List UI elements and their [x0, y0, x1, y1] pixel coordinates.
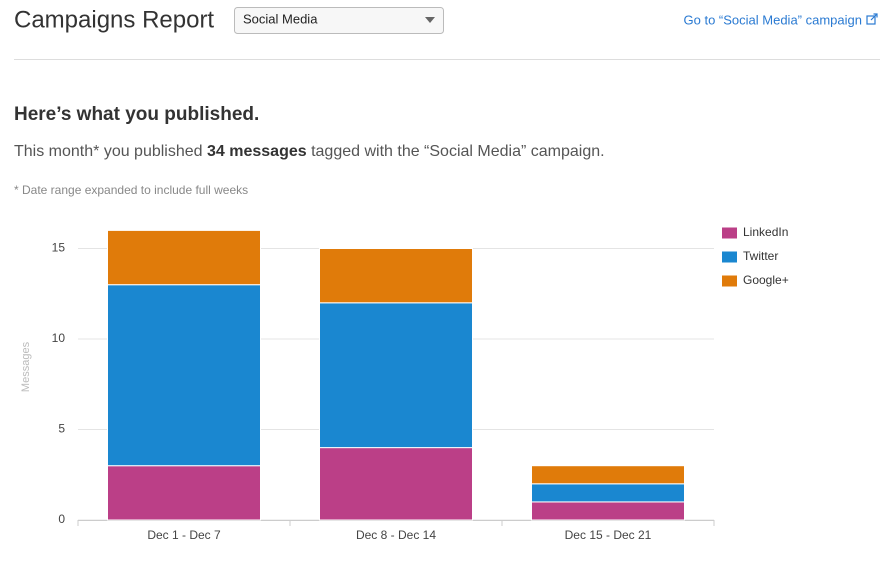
bar-segment — [107, 465, 261, 521]
y-tick-label: 5 — [58, 422, 65, 436]
x-tick-label: Dec 1 - Dec 7 — [147, 528, 221, 542]
bar-segment — [531, 483, 685, 503]
section-heading: Here’s what you published. — [14, 104, 259, 125]
select-arrow[interactable] — [425, 17, 435, 23]
select-box[interactable] — [234, 7, 444, 34]
bar-segment — [107, 284, 261, 467]
bar-segment — [531, 501, 685, 521]
summary-lead: This month* you published — [14, 143, 207, 160]
x-tick-label: Dec 8 - Dec 14 — [356, 528, 436, 542]
page-title: Campaigns Report — [14, 6, 214, 33]
y-tick-label: 10 — [52, 331, 66, 345]
campaign-select[interactable]: Social Media — [234, 7, 444, 34]
select-value[interactable]: Social Media — [243, 11, 318, 26]
legend-label: Twitter — [743, 249, 778, 263]
legend-label: LinkedIn — [743, 225, 788, 239]
y-tick-label: 0 — [58, 512, 65, 526]
chart: 0 5 10 15 Dec 1 - Dec 7 Dec 8 - Dec 14 Dec 15 … — [52, 225, 789, 542]
legend-label: Google+ — [743, 273, 789, 287]
icon-arrow[interactable] — [870, 13, 878, 21]
summary-tail: tagged with the “Social Media” campaign. — [307, 143, 605, 160]
y-axis-label: Messages — [20, 341, 32, 392]
legend-swatch — [722, 251, 737, 263]
summary-count: 34 messages — [207, 143, 307, 160]
external-icon[interactable] — [866, 13, 878, 25]
bar-segment — [319, 248, 473, 304]
legend-swatch — [722, 275, 737, 287]
y-tick-label: 15 — [52, 241, 66, 255]
x-tick-label: Dec 15 - Dec 21 — [565, 528, 652, 542]
bar-segment — [531, 465, 685, 485]
bar-segment — [107, 229, 261, 286]
icon-box[interactable] — [866, 15, 876, 25]
campaign-link[interactable]: Go to “Social Media” campaign — [684, 12, 862, 27]
footnote: * Date range expanded to include full we… — [14, 183, 248, 197]
legend-swatch — [722, 227, 737, 239]
bar-segment — [319, 447, 473, 521]
bar-segment — [319, 302, 473, 449]
summary-sentence: This month* you published 34 messages ta… — [14, 143, 605, 160]
